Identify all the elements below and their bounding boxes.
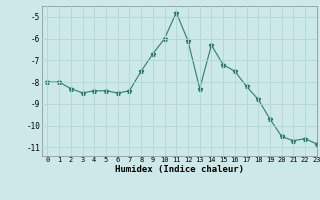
X-axis label: Humidex (Indice chaleur): Humidex (Indice chaleur) xyxy=(115,165,244,174)
